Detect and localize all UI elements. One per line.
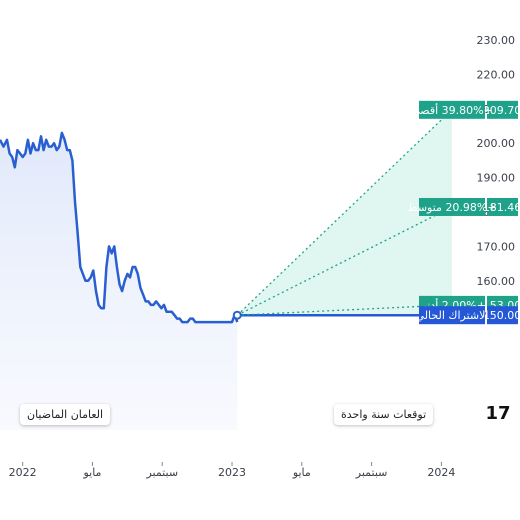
value-tag-label-bg bbox=[419, 306, 485, 325]
value-tag-label: الاشتراك الحالي bbox=[416, 309, 489, 322]
x-axis: 2022 مايو سبتمبر 2023 مايو سبتمبر 2024 bbox=[9, 462, 455, 479]
y-tick-label: 220.00 bbox=[477, 68, 516, 81]
history-line bbox=[0, 131, 239, 324]
x-tick-label: سبتمبر bbox=[355, 466, 388, 479]
value-tag-value: 150.00 bbox=[483, 309, 520, 322]
tradingview-logo-icon: 17 bbox=[485, 403, 511, 424]
x-tick-label: 2022 bbox=[9, 466, 37, 479]
history-layer bbox=[0, 131, 239, 430]
current-price-point bbox=[232, 310, 242, 320]
x-tick-label: سبتمبر bbox=[145, 466, 178, 479]
forecast-line-avg bbox=[236, 206, 453, 316]
value-tag-bg bbox=[487, 306, 518, 325]
forecast-layer bbox=[232, 109, 453, 320]
value-tag-avg: 181.46+20.98% متوسط bbox=[407, 197, 520, 216]
forecast-period-label: توقعات سنة واحدة bbox=[334, 404, 434, 425]
past-period-label: العامان الماضيان bbox=[20, 404, 111, 425]
y-tick-label: 230.00 bbox=[477, 34, 516, 47]
value-tag-value: 209.70 bbox=[483, 104, 520, 117]
y-tick-label: 200.00 bbox=[477, 137, 516, 150]
value-tag-max: 209.70+39.80% أقصى bbox=[411, 100, 520, 119]
x-tick-label: 2024 bbox=[427, 466, 455, 479]
forecast-range-area bbox=[237, 109, 452, 316]
value-tag-label: +20.98% متوسط bbox=[407, 201, 496, 214]
value-tag-value: 181.46 bbox=[483, 201, 520, 214]
forecast-line-min bbox=[237, 304, 452, 316]
x-tick-label: 2023 bbox=[218, 466, 246, 479]
y-tick-label: 160.00 bbox=[477, 275, 516, 288]
value-tag-label: +39.80% أقصى bbox=[411, 103, 493, 117]
y-tick-label: 170.00 bbox=[477, 240, 516, 253]
y-tick-label: 190.00 bbox=[477, 172, 516, 185]
value-tag-bg bbox=[487, 197, 518, 216]
value-tag-label-bg bbox=[419, 100, 485, 119]
y-axis: 230.00220.00210.00200.00190.00180.00170.… bbox=[477, 34, 516, 322]
value-tag-bg bbox=[487, 100, 518, 119]
x-tick-label: مايو bbox=[292, 466, 311, 479]
x-tick-label: مايو bbox=[82, 466, 101, 479]
value-tag-label-bg bbox=[419, 197, 485, 216]
